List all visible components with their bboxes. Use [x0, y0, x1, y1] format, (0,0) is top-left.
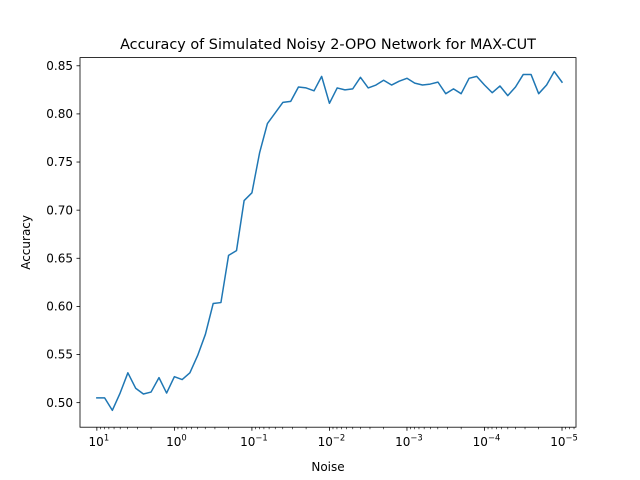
- x-tick-exponent: −2: [333, 433, 345, 443]
- x-tick-label: 10−3: [395, 433, 423, 450]
- x-tick-base: 10: [473, 435, 488, 449]
- y-tick-label: 0.60: [46, 300, 73, 314]
- x-tick-base: 10: [166, 435, 181, 449]
- y-tick-label: 0.70: [46, 203, 73, 217]
- x-axis-ticks: 101 100 10−1 10−2 10−3 10−4 10−5: [89, 427, 578, 449]
- x-tick-exponent: −3: [410, 433, 422, 443]
- x-tick-label: 10−5: [550, 433, 578, 450]
- x-tick-base: 10: [395, 435, 410, 449]
- x-tick-exponent: 1: [104, 433, 109, 443]
- y-tick-label: 0.55: [46, 348, 73, 362]
- x-tick-label: 10−1: [240, 433, 268, 450]
- x-tick-base: 10: [240, 435, 255, 449]
- y-tick-label: 0.50: [46, 396, 73, 410]
- y-tick-label: 0.85: [46, 59, 73, 73]
- y-tick-label: 0.80: [46, 107, 73, 121]
- x-tick-label: 10−2: [318, 433, 346, 450]
- series-line-accuracy: [96, 70, 564, 412]
- x-tick-exponent: −4: [488, 433, 500, 443]
- x-tick-exponent: −1: [255, 433, 267, 443]
- y-axis-label: Accuracy: [19, 215, 33, 270]
- plot-area: 0.500.550.600.650.700.750.800.85 101 100 1…: [46, 57, 578, 449]
- x-tick-label: 10−4: [473, 433, 501, 450]
- x-tick-label: 100: [166, 433, 187, 450]
- x-tick-base: 10: [318, 435, 333, 449]
- y-axis-ticks: 0.50 0.55 0.60 0.65 0.70 0.75 0.80 0.85: [46, 59, 80, 410]
- axes-frame: [79, 57, 577, 428]
- y-tick-label: 0.65: [46, 251, 73, 265]
- x-tick-label: 101: [89, 433, 110, 450]
- x-tick-base: 10: [89, 435, 104, 449]
- chart-title: Accuracy of Simulated Noisy 2-OPO Networ…: [120, 37, 536, 53]
- x-axis-label: Noise: [311, 460, 344, 474]
- x-tick-exponent: −5: [565, 433, 577, 443]
- y-tick-label: 0.75: [46, 155, 73, 169]
- x-tick-exponent: 0: [181, 433, 186, 443]
- x-tick-base: 10: [550, 435, 565, 449]
- plot-background: [80, 57, 576, 428]
